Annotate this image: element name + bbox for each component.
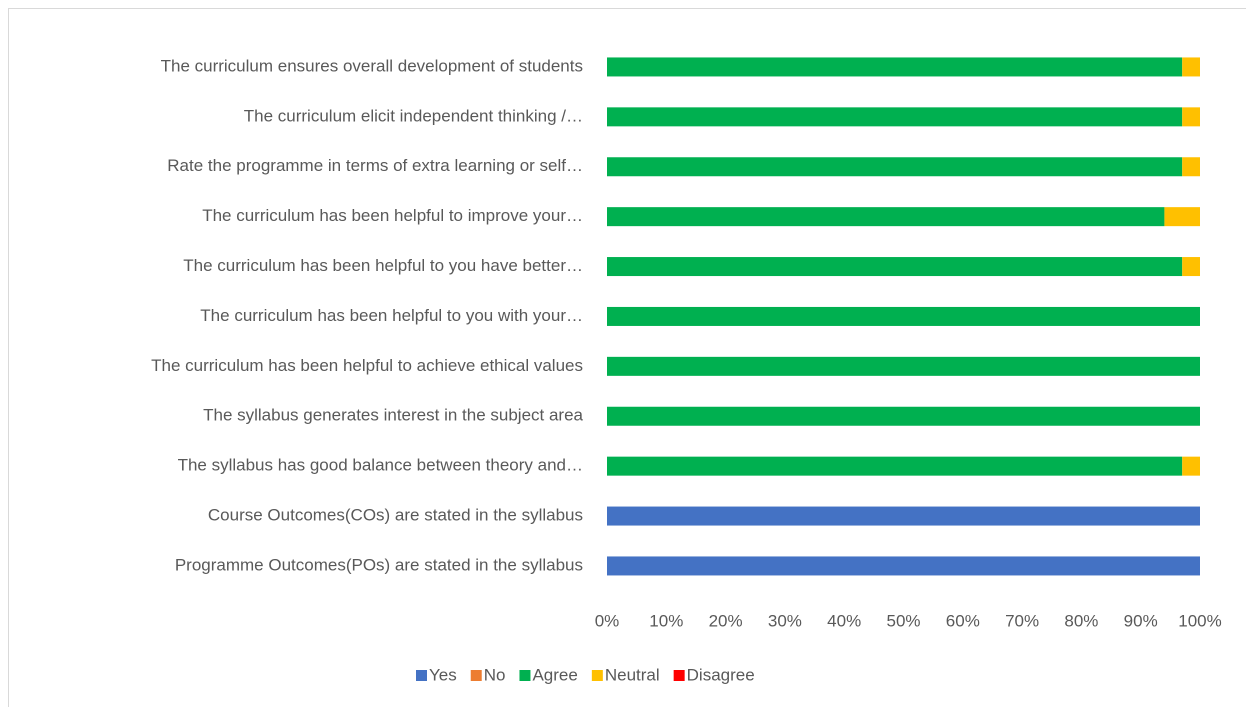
x-tick-label: 70% bbox=[1005, 611, 1039, 630]
bar-segment bbox=[1164, 207, 1200, 227]
x-tick-label: 10% bbox=[649, 611, 683, 630]
bar-segment bbox=[1182, 57, 1200, 77]
bar-segment bbox=[607, 57, 1183, 77]
x-tick-label: 50% bbox=[886, 611, 920, 630]
bar-segment bbox=[1182, 257, 1200, 277]
bar-segment bbox=[1182, 107, 1200, 127]
bar-segment bbox=[1182, 157, 1200, 177]
y-tick-label: The curriculum has been helpful to achie… bbox=[151, 356, 583, 375]
x-tick-label: 100% bbox=[1178, 611, 1221, 630]
bar-segment bbox=[607, 406, 1200, 426]
bar-segment bbox=[607, 306, 1200, 326]
bar-segment bbox=[607, 506, 1200, 526]
x-tick-label: 60% bbox=[946, 611, 980, 630]
legend-swatch bbox=[591, 670, 603, 681]
y-tick-label: Programme Outcomes(POs) are stated in th… bbox=[175, 555, 583, 574]
y-tick-label: Rate the programme in terms of extra lea… bbox=[167, 156, 583, 175]
y-tick-label: Course Outcomes(COs) are stated in the s… bbox=[208, 506, 583, 525]
bar-segment bbox=[607, 356, 1200, 376]
legend-label: Agree bbox=[532, 665, 577, 684]
legend-swatch bbox=[470, 670, 482, 681]
bar-segment bbox=[607, 257, 1183, 277]
legend-swatch bbox=[519, 670, 531, 681]
x-tick-label: 40% bbox=[827, 611, 861, 630]
y-tick-label: The syllabus has good balance between th… bbox=[178, 456, 583, 475]
bar-segment bbox=[607, 207, 1165, 227]
y-tick-label: The syllabus generates interest in the s… bbox=[203, 406, 583, 425]
legend-label: Neutral bbox=[605, 665, 660, 684]
y-tick-label: The curriculum ensures overall developme… bbox=[161, 56, 583, 75]
x-tick-label: 20% bbox=[709, 611, 743, 630]
y-tick-label: The curriculum has been helpful to impro… bbox=[202, 206, 583, 225]
legend-label: Yes bbox=[429, 665, 457, 684]
x-tick-label: 0% bbox=[595, 611, 620, 630]
bar-segment bbox=[607, 456, 1183, 476]
y-tick-label: The curriculum elicit independent thinki… bbox=[244, 106, 583, 125]
legend-label: No bbox=[484, 665, 506, 684]
x-tick-label: 80% bbox=[1064, 611, 1098, 630]
legend-label: Disagree bbox=[687, 665, 755, 684]
chart-border bbox=[8, 8, 1246, 707]
legend-swatch bbox=[673, 670, 685, 681]
bar-segment bbox=[1182, 456, 1200, 476]
y-tick-label: The curriculum has been helpful to you h… bbox=[183, 256, 583, 275]
y-tick-label: The curriculum has been helpful to you w… bbox=[200, 306, 583, 325]
bar-segment bbox=[607, 157, 1183, 177]
x-tick-label: 30% bbox=[768, 611, 802, 630]
bar-segment bbox=[607, 107, 1183, 127]
x-tick-label: 90% bbox=[1124, 611, 1158, 630]
bar-segment bbox=[607, 556, 1200, 576]
legend-swatch bbox=[416, 670, 427, 681]
